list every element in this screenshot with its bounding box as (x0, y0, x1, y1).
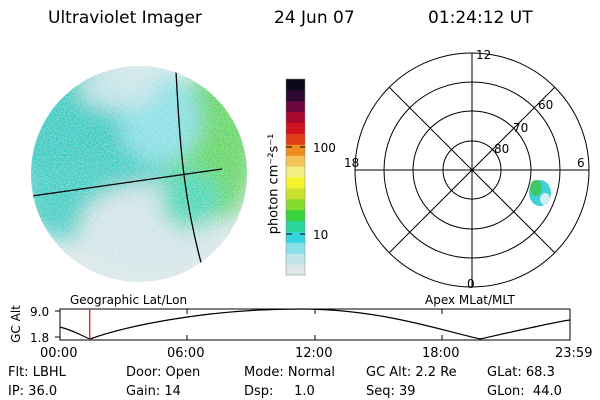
polar-mlt-12: 12 (476, 48, 492, 62)
orbit-y-tick-low: 1.8 (30, 331, 50, 345)
polar-aurora-blob (529, 180, 551, 206)
orbit-y-ticks (55, 310, 60, 338)
colorbar-segment (286, 111, 305, 124)
info-filter: Flt: LBHL (8, 365, 66, 380)
info-mode: Mode: Normal (244, 365, 335, 380)
orbit-y-tick-high: 9.0 (30, 305, 50, 319)
colorbar-tick-100: 100 (313, 141, 336, 155)
colorbar-segment (286, 166, 305, 178)
polar-plot (354, 52, 590, 288)
colorbar (285, 78, 306, 276)
date-label: 24 Jun 07 (274, 8, 355, 28)
orbit-strip (55, 308, 571, 341)
info-dsp: Dsp: 1.0 (244, 384, 315, 399)
colorbar-segment (286, 79, 305, 91)
info-seq: Seq: 39 (366, 384, 416, 399)
info-gain: Gain: 14 (126, 384, 181, 399)
orbit-x-tick-4: 23:59 (555, 346, 593, 361)
info-glat: GLat: 68.3 (487, 365, 555, 380)
info-gc-altitude: GC Alt: 2.2 Re (366, 365, 457, 380)
polar-mlt-0: 0 (467, 277, 475, 291)
colorbar-unit-label: photon cm⁻²s⁻¹ (266, 133, 282, 235)
colorbar-segment (286, 220, 305, 232)
latitude-line (31, 168, 223, 197)
colorbar-ticks (286, 146, 305, 235)
orbit-x-tick-1: 06:00 (167, 346, 205, 361)
colorbar-segment (286, 231, 305, 243)
colorbar-segment (286, 198, 305, 211)
polar-mlt-6: 6 (577, 156, 585, 170)
colorbar-segment (286, 242, 305, 254)
orbit-x-tick-0: 00:00 (40, 346, 78, 361)
polar-lat-80: 80 (494, 142, 510, 156)
colorbar-segment (286, 209, 305, 222)
time-label: 01:24:12 UT (428, 8, 533, 28)
info-door: Door: Open (126, 365, 201, 380)
longitude-line (175, 71, 208, 282)
colorbar-segment (286, 155, 305, 167)
colorbar-segment (286, 100, 305, 113)
image-projection-label: Geographic Lat/Lon (70, 293, 188, 307)
polar-mlt-18: 18 (344, 156, 360, 170)
colorbar-segment (286, 133, 305, 145)
auroral-image (31, 66, 247, 282)
colorbar-frame (285, 78, 306, 276)
polar-projection-label: Apex MLat/MLT (425, 293, 515, 307)
colorbar-segment (286, 264, 305, 276)
polar-lat-60: 60 (538, 98, 554, 112)
colorbar-segment (286, 187, 305, 200)
colorbar-segment (286, 89, 305, 102)
instrument-title: Ultraviolet Imager (48, 8, 202, 28)
orbit-y-axis-title: GC Alt (9, 305, 23, 343)
colorbar-segment (286, 122, 305, 134)
colorbar-segment (286, 177, 305, 189)
colorbar-segment (286, 253, 305, 265)
colorbar-segment (286, 144, 305, 156)
info-glon: GLon: 44.0 (487, 384, 562, 399)
orbit-x-tick-2: 12:00 (295, 346, 333, 361)
polar-lat-70: 70 (513, 121, 529, 135)
info-ip: IP: 36.0 (8, 384, 58, 399)
colorbar-tick-10: 10 (313, 228, 329, 242)
orbit-x-tick-3: 18:00 (422, 346, 460, 361)
